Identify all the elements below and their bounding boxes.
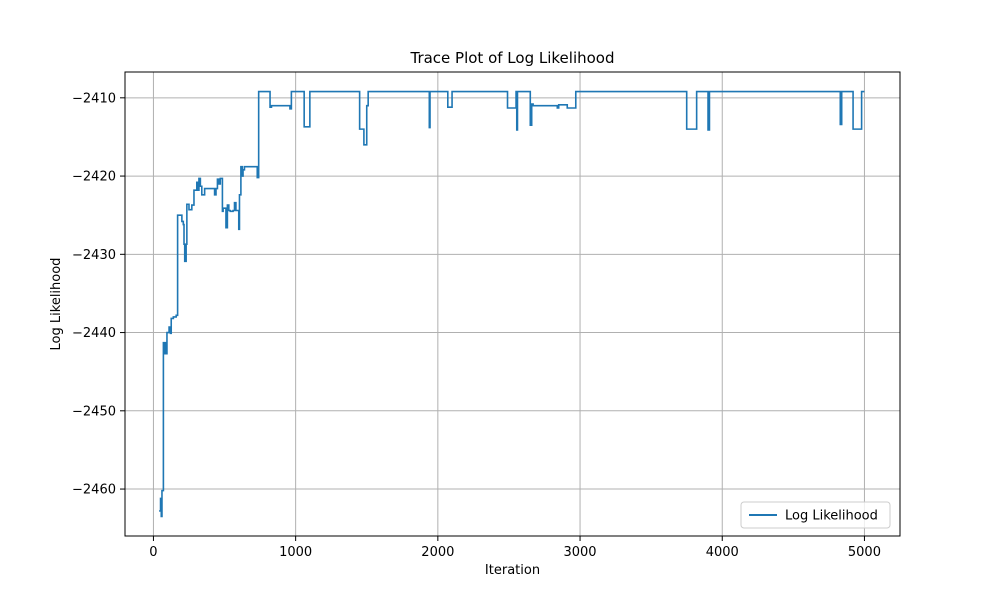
y-tick-label: −2440 bbox=[72, 326, 116, 341]
legend-box bbox=[740, 501, 891, 529]
x-tick-label: 2000 bbox=[421, 545, 454, 560]
y-tick-label: −2460 bbox=[72, 483, 116, 498]
y-tick-label: −2410 bbox=[72, 91, 116, 106]
chart-title: Trace Plot of Log Likelihood bbox=[409, 49, 614, 67]
legend-entry-log-likelihood: Log Likelihood bbox=[785, 509, 878, 524]
x-tick-label: 4000 bbox=[706, 545, 739, 560]
legend: Log Likelihood bbox=[740, 501, 891, 529]
y-tick-label: −2450 bbox=[72, 404, 116, 419]
y-tick-label: −2420 bbox=[72, 170, 116, 185]
tick-layer: 0 1000 2000 3000 4000 5000 −2460 −2450 −2440 −243… bbox=[72, 91, 881, 560]
y-axis-label: Log Likelihood bbox=[49, 258, 64, 351]
series-line-log-likelihood bbox=[159, 90, 865, 518]
plot-frame bbox=[124, 71, 901, 537]
x-axis-label: Iteration bbox=[485, 563, 540, 578]
series-layer bbox=[159, 90, 865, 518]
x-tick-label: 0 bbox=[149, 545, 157, 560]
grid-layer bbox=[125, 72, 900, 536]
x-tick-label: 1000 bbox=[279, 545, 312, 560]
x-tick-label: 3000 bbox=[563, 545, 596, 560]
x-tick-label: 5000 bbox=[848, 545, 881, 560]
y-tick-label: −2430 bbox=[72, 248, 116, 263]
